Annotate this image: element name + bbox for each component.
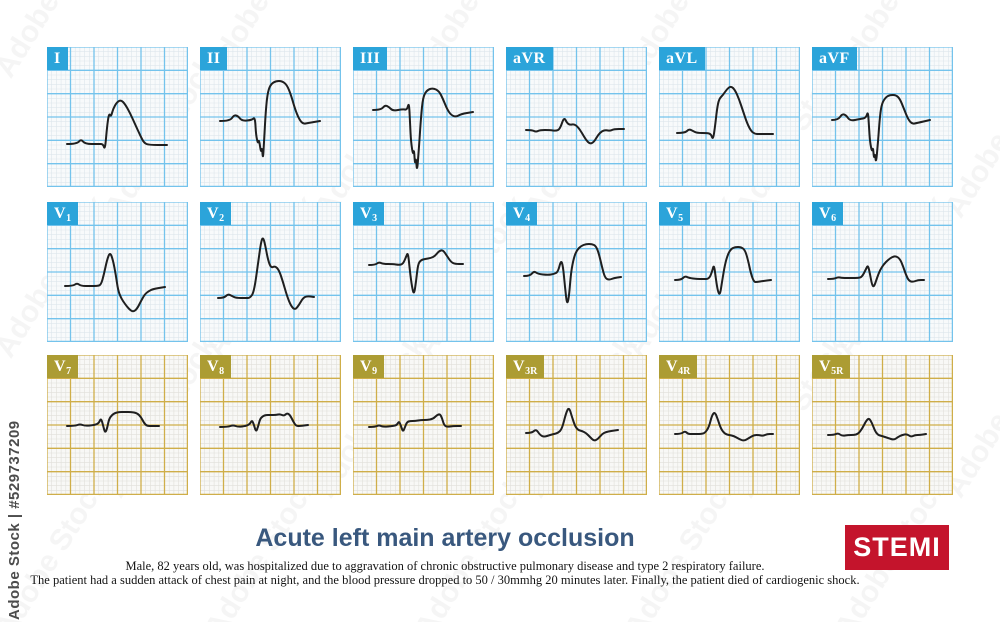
ecg-panel-III: III bbox=[353, 47, 494, 187]
figure-title: Acute left main artery occlusion bbox=[255, 524, 635, 552]
ecg-panel-V9: V9 bbox=[353, 355, 494, 495]
lead-label-III: III bbox=[353, 47, 388, 70]
stemi-badge: STEMI bbox=[845, 525, 949, 570]
ecg-trace-V5R bbox=[812, 355, 953, 495]
lead-label-V8: V8 bbox=[200, 355, 232, 378]
ecg-trace-V4R bbox=[659, 355, 800, 495]
ecg-panel-V3R: V3R bbox=[506, 355, 647, 495]
ecg-trace-V8 bbox=[200, 355, 341, 495]
ecg-panel-V4: V4 bbox=[506, 202, 647, 342]
lead-label-V4: V4 bbox=[506, 202, 538, 225]
lead-label-aVR: aVR bbox=[506, 47, 553, 70]
ecg-trace-V1 bbox=[47, 202, 188, 342]
ecg-panel-V4R: V4R bbox=[659, 355, 800, 495]
ecg-trace-V7 bbox=[47, 355, 188, 495]
ecg-panel-aVR: aVR bbox=[506, 47, 647, 187]
ecg-trace-aVR bbox=[506, 47, 647, 187]
ecg-trace-V5 bbox=[659, 202, 800, 342]
ecg-panel-V5R: V5R bbox=[812, 355, 953, 495]
lead-label-V3R: V3R bbox=[506, 355, 545, 378]
lead-label-V7: V7 bbox=[47, 355, 79, 378]
ecg-trace-aVL bbox=[659, 47, 800, 187]
case-description-line2: The patient had a sudden attack of chest… bbox=[30, 572, 860, 587]
ecg-trace-V3 bbox=[353, 202, 494, 342]
case-description-line1: Male, 82 years old, was hospitalized due… bbox=[125, 559, 765, 573]
lead-label-aVF: aVF bbox=[812, 47, 857, 70]
lead-label-V6: V6 bbox=[812, 202, 844, 225]
lead-label-V3: V3 bbox=[353, 202, 385, 225]
ecg-panel-V1: V1 bbox=[47, 202, 188, 342]
caption-block: Acute left main artery occlusion Male, 8… bbox=[0, 524, 890, 587]
lead-label-I: I bbox=[47, 47, 68, 70]
lead-label-V2: V2 bbox=[200, 202, 232, 225]
lead-label-V1: V1 bbox=[47, 202, 79, 225]
lead-label-II: II bbox=[200, 47, 228, 70]
ecg-panel-V5: V5 bbox=[659, 202, 800, 342]
ecg-panel-V3: V3 bbox=[353, 202, 494, 342]
ecg-trace-II bbox=[200, 47, 341, 187]
ecg-trace-V6 bbox=[812, 202, 953, 342]
ecg-trace-aVF bbox=[812, 47, 953, 187]
ecg-panel-V8: V8 bbox=[200, 355, 341, 495]
ecg-trace-V4 bbox=[506, 202, 647, 342]
ecg-panel-V2: V2 bbox=[200, 202, 341, 342]
ecg-panel-II: II bbox=[200, 47, 341, 187]
lead-label-V5: V5 bbox=[659, 202, 691, 225]
ecg-panel-V6: V6 bbox=[812, 202, 953, 342]
ecg-trace-V3R bbox=[506, 355, 647, 495]
ecg-panel-V7: V7 bbox=[47, 355, 188, 495]
lead-label-V4R: V4R bbox=[659, 355, 698, 378]
lead-label-V9: V9 bbox=[353, 355, 385, 378]
lead-label-aVL: aVL bbox=[659, 47, 705, 70]
ecg-panel-aVF: aVF bbox=[812, 47, 953, 187]
ecg-panel-aVL: aVL bbox=[659, 47, 800, 187]
ecg-trace-V2 bbox=[200, 202, 341, 342]
lead-label-V5R: V5R bbox=[812, 355, 851, 378]
ecg-trace-V9 bbox=[353, 355, 494, 495]
ecg-panel-I: I bbox=[47, 47, 188, 187]
stock-id-watermark: Adobe Stock | #529737209 bbox=[6, 420, 23, 620]
ecg-trace-I bbox=[47, 47, 188, 187]
